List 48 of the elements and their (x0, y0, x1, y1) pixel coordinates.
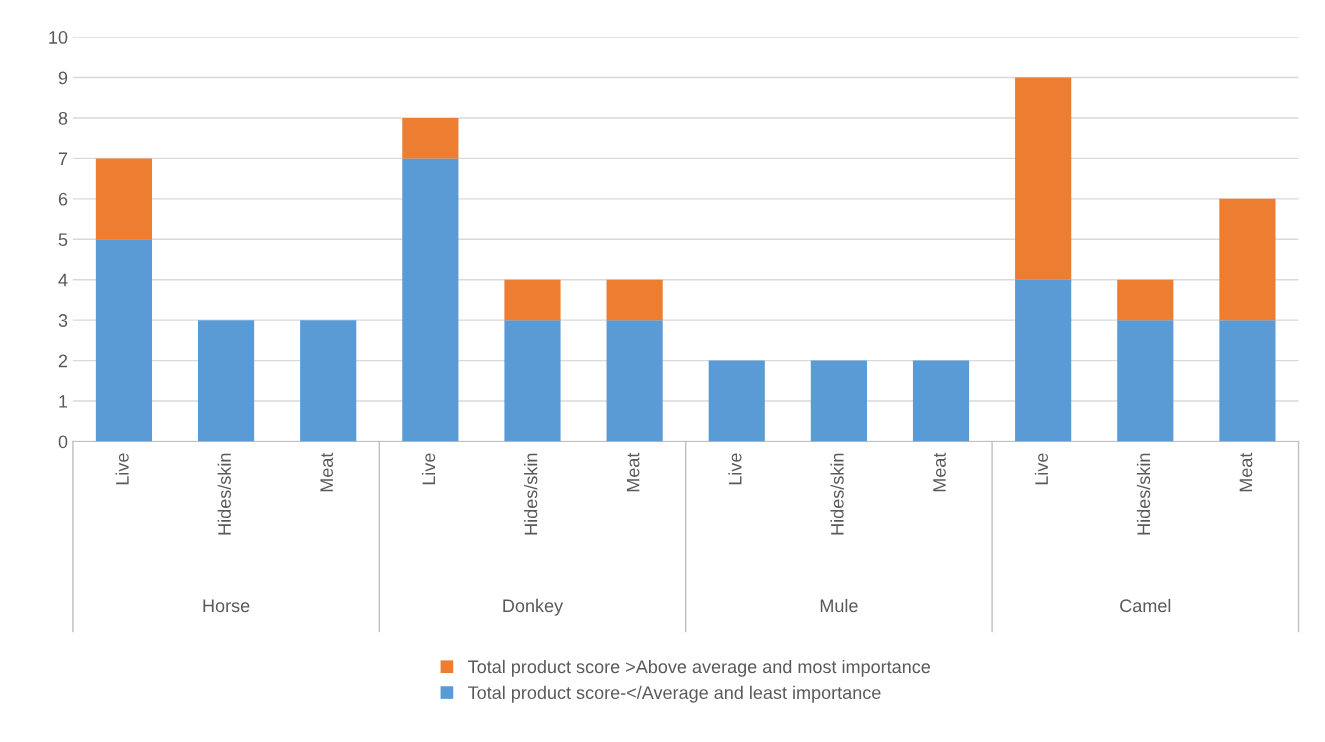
bar (300, 320, 357, 442)
bar (1117, 279, 1174, 321)
x-tick-label: Live (1034, 453, 1049, 485)
bar (402, 158, 459, 442)
text: Camel (1120, 598, 1171, 613)
y-tick-label: 0 (58, 435, 68, 449)
bar (912, 360, 970, 442)
bar (1015, 77, 1072, 280)
bar (95, 158, 153, 240)
bar (1117, 320, 1174, 442)
legend-label: Total product score-</Average and least importance (468, 685, 881, 703)
x-tick-label: Hides/skin (217, 453, 231, 535)
y-tick-label: 8 (58, 111, 68, 125)
bar (504, 279, 561, 321)
y-tick-label: 4 (58, 273, 68, 287)
x-tick-label: Meat (626, 452, 640, 492)
bar (402, 117, 459, 159)
y-tick-label: 5 (58, 233, 68, 247)
bar (708, 360, 765, 442)
bar (504, 320, 561, 442)
x-tick-label: Live (728, 453, 742, 485)
y-tick-label: 6 (58, 192, 68, 206)
y-tick-label: 3 (58, 314, 68, 327)
x-tick-label: Live (115, 453, 129, 485)
x-tick-label: Hides/skin (1136, 453, 1151, 535)
text: Horse (203, 599, 250, 613)
bar (1015, 279, 1072, 442)
bar (95, 239, 153, 442)
x-tick-label: Live (421, 453, 436, 485)
y-tick-label: 9 (58, 71, 68, 85)
x-tick-label: Meat (320, 452, 334, 492)
x-tick-label: Hides/skin (830, 453, 844, 535)
text: Donkey (503, 598, 564, 616)
y-tick-label: 2 (58, 354, 68, 368)
bar (197, 320, 255, 442)
y-tick-label: 10 (49, 31, 68, 44)
legend-label: Total product score >Above average and most importance (468, 659, 931, 677)
bar (1219, 198, 1276, 321)
bar (810, 360, 867, 442)
bar (1219, 320, 1276, 442)
x-tick-label: Meat (933, 452, 946, 492)
bar (606, 320, 663, 442)
text: Mule (820, 598, 858, 613)
x-tick-label: Hides/skin (524, 453, 538, 535)
x-tick-label: Meat (1239, 452, 1253, 492)
y-tick-label: 7 (58, 152, 68, 165)
bar (606, 279, 663, 321)
y-tick-label: 1 (59, 395, 68, 408)
